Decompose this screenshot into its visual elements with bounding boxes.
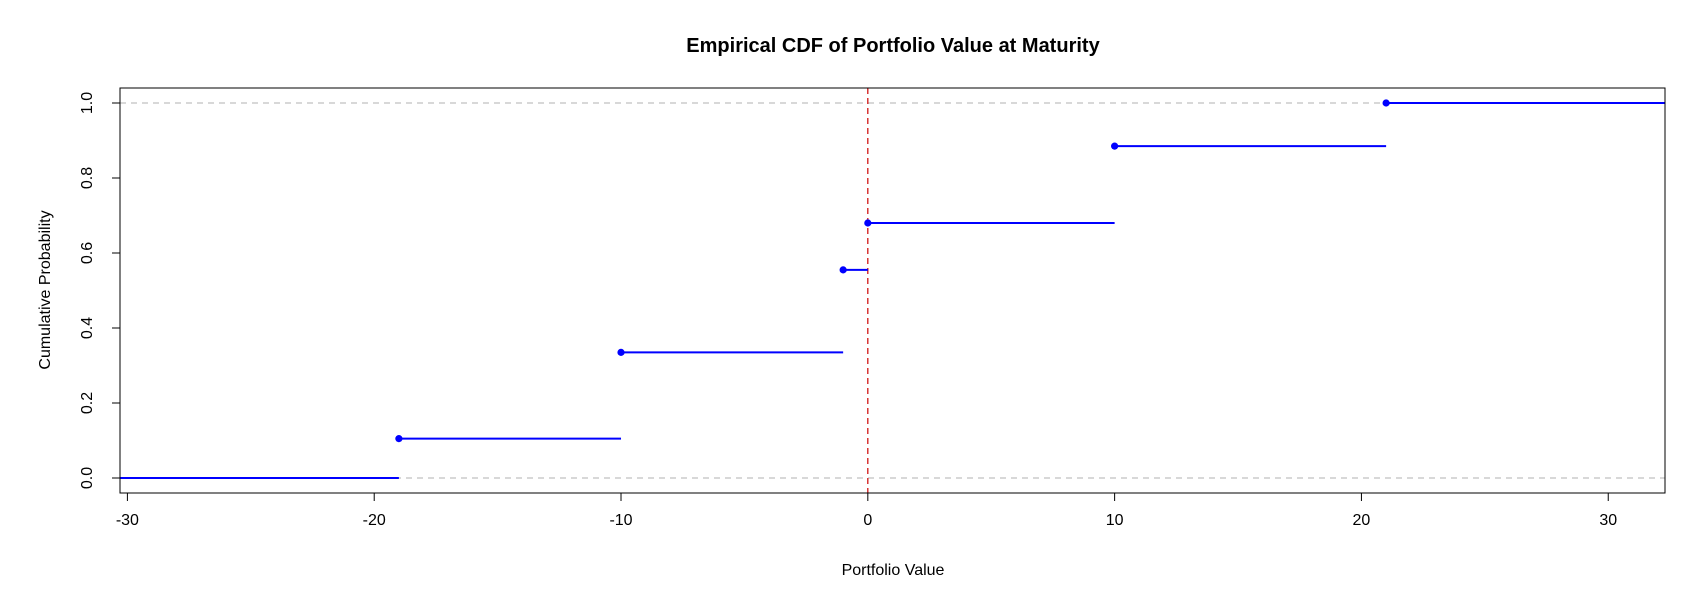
x-tick-label-2: -10 xyxy=(609,512,632,529)
y-tick-label-0: 0.0 xyxy=(79,467,96,489)
x-tick-label-1: -20 xyxy=(363,512,386,529)
x-tick-label-3: 0 xyxy=(863,512,872,529)
x-axis-label: Portfolio Value xyxy=(842,562,945,579)
step-point-1 xyxy=(617,348,625,356)
step-point-5 xyxy=(1382,99,1390,107)
step-point-0 xyxy=(395,435,403,443)
y-axis-label: Cumulative Probability xyxy=(37,210,54,369)
chart-title: Empirical CDF of Portfolio Value at Matu… xyxy=(686,35,1100,57)
y-tick-label-1: 0.2 xyxy=(79,392,96,414)
step-point-4 xyxy=(1111,142,1119,150)
y-tick-label-2: 0.4 xyxy=(79,317,96,339)
x-tick-label-0: -30 xyxy=(116,512,139,529)
plot-border xyxy=(119,87,1666,494)
x-tick-label-5: 20 xyxy=(1353,512,1371,529)
plot-area: -30 -20 -10 0 10 20 30 0.0 0.2 0.4 0.6 0.8 1.0 xyxy=(79,87,1666,529)
y-tick-label-4: 0.8 xyxy=(79,167,96,189)
x-tick-label-6: 30 xyxy=(1599,512,1617,529)
step-point-2 xyxy=(839,266,847,274)
step-point-3 xyxy=(864,219,872,227)
x-tick-label-4: 10 xyxy=(1106,512,1124,529)
y-tick-label-3: 0.6 xyxy=(79,242,96,264)
y-tick-label-5: 1.0 xyxy=(79,92,96,114)
